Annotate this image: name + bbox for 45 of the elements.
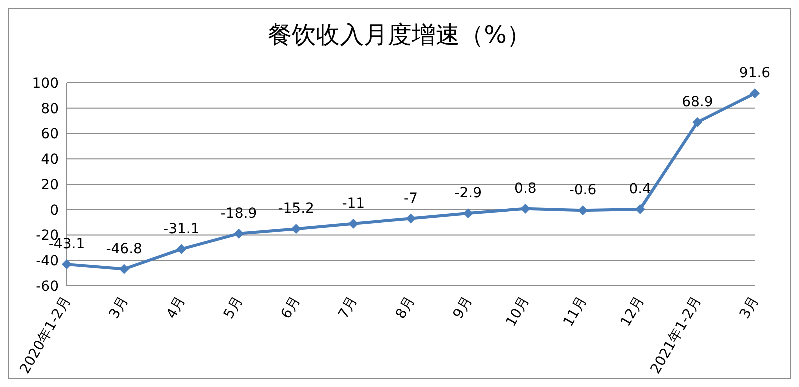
y-tick-label: 60 (41, 126, 59, 143)
data-label: -2.9 (454, 186, 482, 202)
x-tick-label: 10月 (503, 294, 534, 330)
data-label: -31.1 (164, 221, 200, 238)
y-tick-label: 100 (32, 76, 59, 92)
data-label: -46.8 (106, 241, 142, 258)
x-tick-label: 3月 (737, 294, 762, 322)
y-tick-label: 0 (50, 202, 59, 219)
point (750, 88, 760, 99)
y-tick-label: -40 (36, 254, 59, 270)
data-label: 68.9 (682, 94, 714, 110)
point (62, 260, 72, 270)
x-tick-label: 5月 (221, 294, 246, 322)
point (291, 224, 302, 234)
data-label: 0.4 (629, 181, 652, 198)
x-tick-label: 11月 (560, 294, 590, 330)
y-tick-label: 20 (41, 177, 59, 194)
data-label: -18.9 (220, 206, 258, 222)
x-tick-label: 7月 (336, 294, 362, 322)
data-label: 91.6 (739, 66, 771, 82)
point (348, 218, 359, 229)
x-tick-label: 4月 (164, 294, 190, 322)
point (578, 206, 588, 216)
x-tick-label: 8月 (393, 294, 418, 322)
data-label: -0.6 (569, 182, 597, 199)
point (406, 214, 416, 224)
point (176, 244, 187, 254)
point (692, 117, 703, 128)
x-tick-label: 9月 (450, 294, 476, 322)
point (234, 228, 244, 239)
x-tick-label: 12月 (618, 294, 648, 330)
y-tick-label: 80 (41, 101, 59, 118)
data-label: -15.2 (278, 201, 314, 218)
x-tick-label: 3月 (106, 294, 132, 322)
y-tick-label: -60 (36, 278, 59, 295)
y-tick-label: 40 (41, 152, 59, 168)
point (119, 264, 130, 274)
point (520, 204, 531, 214)
point (635, 204, 646, 214)
data-label: -11 (342, 196, 366, 212)
data-label: -7 (404, 190, 418, 207)
data-label: 0.8 (514, 180, 537, 197)
chart-title: 餐饮收入月度增速（%） (267, 20, 532, 51)
point (463, 208, 474, 219)
x-tick-label: 6月 (278, 294, 304, 322)
